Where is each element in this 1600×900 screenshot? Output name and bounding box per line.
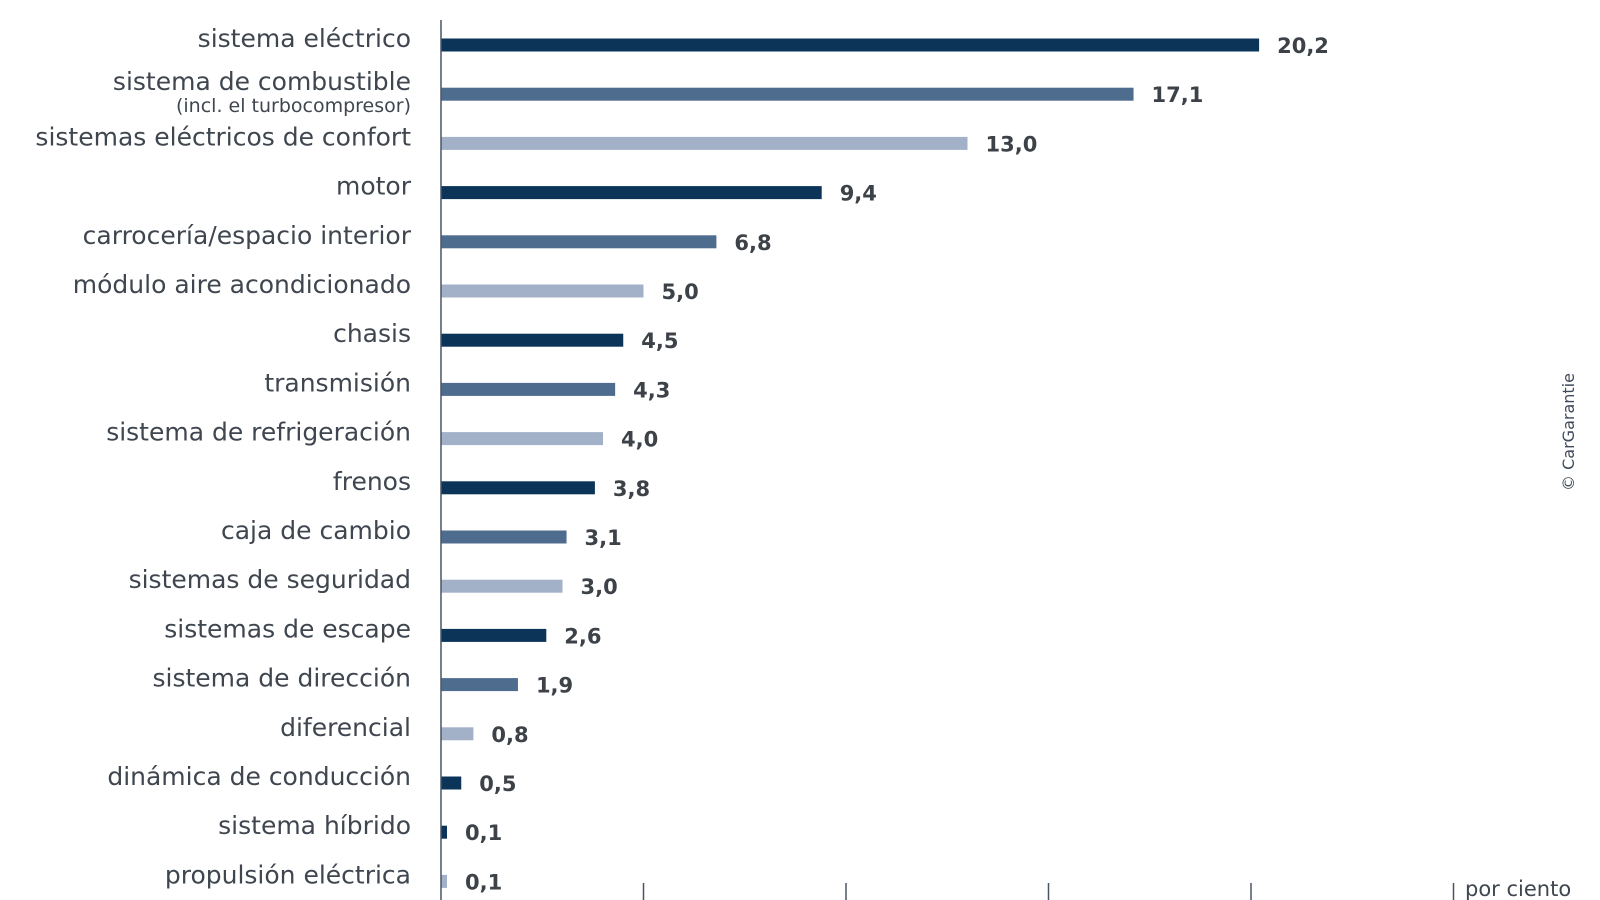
category-label: diferencial bbox=[280, 713, 411, 742]
category-label: sistema híbrido bbox=[218, 811, 411, 840]
value-label: 0,5 bbox=[479, 772, 516, 796]
value-label: 4,5 bbox=[641, 329, 678, 353]
value-label: 5,0 bbox=[662, 280, 699, 304]
category-label: caja de cambio bbox=[221, 516, 411, 545]
bar-11 bbox=[441, 579, 563, 593]
bar-0 bbox=[441, 38, 1260, 52]
bar-3 bbox=[441, 186, 822, 200]
value-label: 20,2 bbox=[1277, 34, 1329, 58]
category-label: sistema de refrigeración bbox=[106, 418, 411, 447]
value-labels: 20,2 17,1 13,0 9,4 6,8 5,0 4,5 4,3 4,0 3,8 3,1 3,0 2… bbox=[465, 34, 1329, 894]
value-label: 4,3 bbox=[633, 378, 670, 402]
bar-8 bbox=[441, 432, 603, 446]
category-label: sistemas de escape bbox=[164, 614, 411, 643]
bars-layer bbox=[441, 38, 1260, 888]
value-label: 1,9 bbox=[536, 674, 573, 698]
value-label: 3,8 bbox=[613, 477, 650, 501]
category-label: propulsión eléctrica bbox=[165, 860, 411, 889]
category-label: sistema de combustible bbox=[113, 67, 411, 96]
bar-15 bbox=[441, 776, 462, 790]
category-label: módulo aire acondicionado bbox=[73, 270, 411, 299]
bar-1 bbox=[441, 87, 1134, 101]
bar-4 bbox=[441, 235, 717, 249]
category-label: sistemas eléctricos de confort bbox=[35, 122, 411, 151]
bar-13 bbox=[441, 678, 518, 692]
category-label: carrocería/espacio interior bbox=[83, 221, 412, 250]
bar-12 bbox=[441, 628, 547, 642]
value-label: 3,1 bbox=[585, 526, 622, 550]
x-axis bbox=[440, 20, 1455, 900]
value-label: 2,6 bbox=[564, 624, 601, 648]
value-label: 9,4 bbox=[840, 182, 877, 206]
category-label: sistema de dirección bbox=[153, 664, 412, 693]
bar-9 bbox=[441, 481, 595, 495]
bar-14 bbox=[441, 727, 474, 741]
value-label: 0,8 bbox=[491, 723, 528, 747]
category-sublabel: (incl. el turbocompresor) bbox=[176, 95, 411, 117]
category-label: sistema eléctrico bbox=[198, 24, 411, 53]
value-label: 0,1 bbox=[465, 870, 502, 894]
bar-6 bbox=[441, 333, 624, 347]
bar-7 bbox=[441, 382, 616, 396]
bar-17 bbox=[441, 874, 447, 888]
category-label: motor bbox=[336, 172, 412, 201]
value-label: 3,0 bbox=[581, 575, 618, 599]
category-label: sistemas de seguridad bbox=[129, 565, 411, 594]
value-label: 17,1 bbox=[1152, 83, 1204, 107]
category-label: chasis bbox=[333, 319, 411, 348]
bar-2 bbox=[441, 136, 968, 150]
x-axis-unit-label: por ciento bbox=[1465, 877, 1571, 900]
category-label: frenos bbox=[333, 467, 411, 496]
category-label: transmisión bbox=[264, 368, 411, 397]
bar-16 bbox=[441, 825, 447, 839]
category-labels: sistema eléctrico sistema de combustible(… bbox=[35, 24, 411, 889]
value-label: 6,8 bbox=[734, 231, 771, 255]
bar-5 bbox=[441, 284, 644, 298]
category-label: dinámica de conducción bbox=[107, 762, 411, 791]
value-label: 13,0 bbox=[986, 132, 1038, 156]
value-label: 0,1 bbox=[465, 821, 502, 845]
bar-10 bbox=[441, 530, 567, 544]
value-label: 4,0 bbox=[621, 428, 658, 452]
credit-text: © CarGarantie bbox=[1559, 373, 1578, 491]
